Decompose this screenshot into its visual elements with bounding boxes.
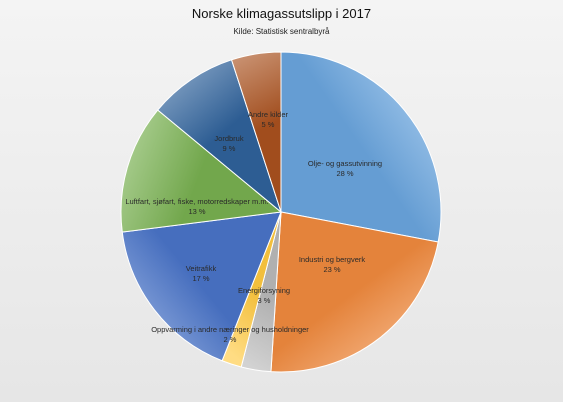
chart-subtitle: Kilde: Statistisk sentralbyrå <box>233 27 330 36</box>
pie-slice <box>270 211 439 373</box>
slice-label: Oppvarming i andre næringer og husholdni… <box>151 325 309 344</box>
chart-title: Norske klimagassutslipp i 2017 <box>191 6 372 21</box>
slice-label: Andre kilder 5 % <box>248 110 289 129</box>
pie-slice <box>280 51 442 243</box>
slice-label: Olje- og gassutvinning 28 % <box>308 159 382 178</box>
pie-slice <box>230 51 282 213</box>
slice-label: Luftfart, sjøfart, fiske, motorredskaper… <box>125 197 268 216</box>
pie-slice <box>121 211 282 362</box>
slice-label: Veitrafikk 17 % <box>186 264 217 283</box>
slice-label: Industri og bergverk 23 % <box>299 255 366 274</box>
pie-slice <box>157 59 283 214</box>
pie-slice <box>120 109 283 233</box>
slice-label: Energiforsyning 3 % <box>238 286 290 305</box>
slice-label: Jordbruk 9 % <box>214 134 243 153</box>
